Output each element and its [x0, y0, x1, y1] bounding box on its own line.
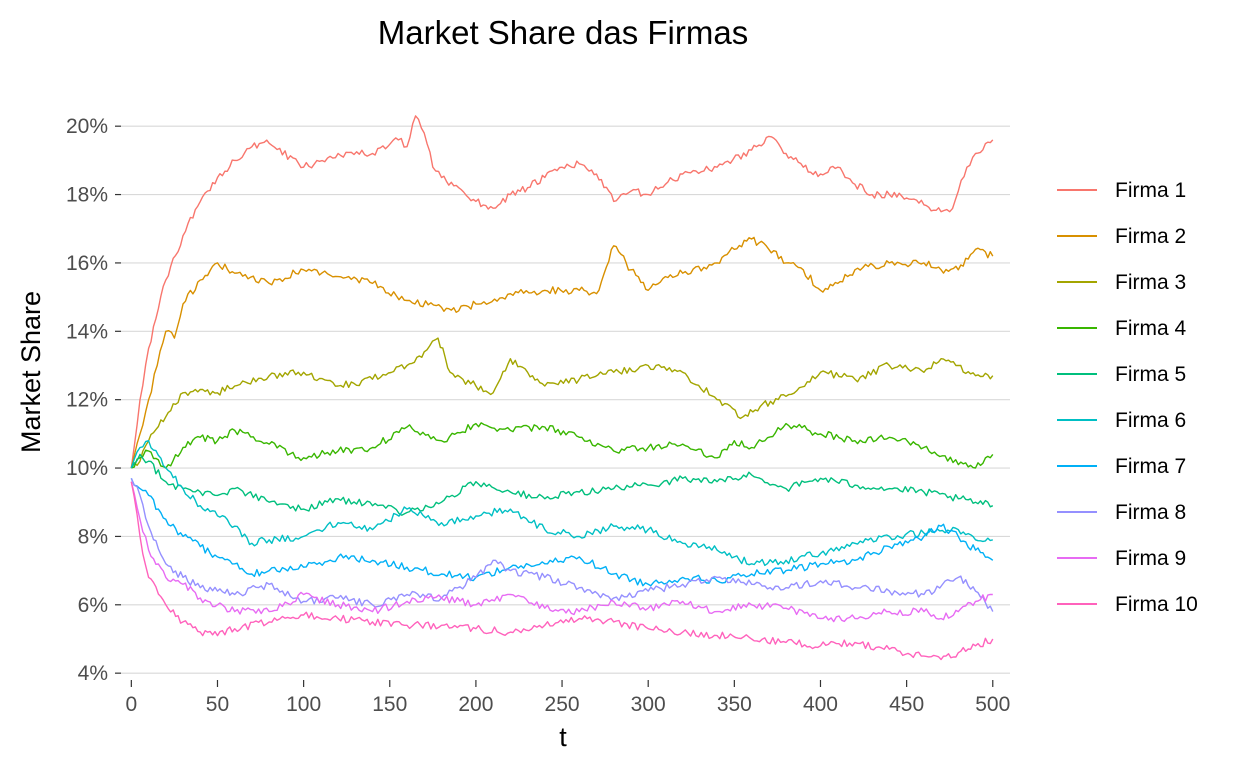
y-tick-label: 18%: [66, 184, 108, 207]
legend-label-9: Firma 9: [1115, 547, 1186, 570]
y-tick-label: 12%: [66, 389, 108, 412]
y-tick-label: 14%: [66, 320, 108, 343]
series-line-10: [130, 481, 994, 661]
x-tick-label: 400: [803, 693, 838, 716]
legend-label-6: Firma 6: [1115, 409, 1186, 432]
legend-label-1: Firma 1: [1115, 179, 1186, 202]
y-axis-title: Market Share: [16, 291, 46, 453]
legend-label-2: Firma 2: [1115, 225, 1186, 248]
x-tick-label: 0: [125, 693, 137, 716]
series-line-9: [130, 481, 993, 623]
x-tick-label: 300: [631, 693, 666, 716]
x-tick-label: 500: [975, 693, 1010, 716]
series-line-1: [130, 115, 994, 469]
x-tick-label: 450: [889, 693, 924, 716]
x-tick-label: 50: [206, 693, 229, 716]
x-tick-label: 250: [545, 693, 580, 716]
legend-label-7: Firma 7: [1115, 455, 1186, 478]
x-tick-label: 150: [372, 693, 407, 716]
y-tick-label: 8%: [78, 525, 108, 548]
y-tick-label: 16%: [66, 252, 108, 275]
x-axis-title: t: [559, 722, 567, 752]
y-tick-label: 20%: [66, 115, 108, 138]
x-tick-label: 350: [717, 693, 752, 716]
series-line-3: [130, 337, 994, 469]
series-line-2: [130, 236, 994, 469]
legend-label-4: Firma 4: [1115, 317, 1186, 340]
series-line-8: [130, 478, 994, 612]
series-line-5: [130, 453, 994, 516]
x-axis: 0 50 100 150 200 250 300 350 400 450 500: [125, 680, 1010, 716]
series-lines: [130, 115, 994, 661]
y-axis: 4% 6% 8% 10% 12% 14% 16% 18% 20%: [66, 115, 121, 685]
series-line-4: [131, 422, 994, 469]
x-tick-label: 100: [286, 693, 321, 716]
y-tick-label: 6%: [78, 594, 108, 617]
series-line-6: [130, 440, 993, 567]
y-tick-label: 4%: [78, 662, 108, 685]
gridlines: [121, 125, 1010, 674]
legend: Firma 1 Firma 2 Firma 3 Firma 4 Firma 5 Firma…: [1057, 179, 1198, 616]
legend-label-5: Firma 5: [1115, 363, 1186, 386]
chart-title: Market Share das Firmas: [378, 14, 748, 51]
x-tick-label: 200: [458, 693, 493, 716]
legend-label-8: Firma 8: [1115, 501, 1186, 524]
legend-label-3: Firma 3: [1115, 271, 1186, 294]
y-tick-label: 10%: [66, 457, 108, 480]
legend-label-10: Firma 10: [1115, 593, 1198, 616]
series-line-7: [130, 478, 994, 587]
